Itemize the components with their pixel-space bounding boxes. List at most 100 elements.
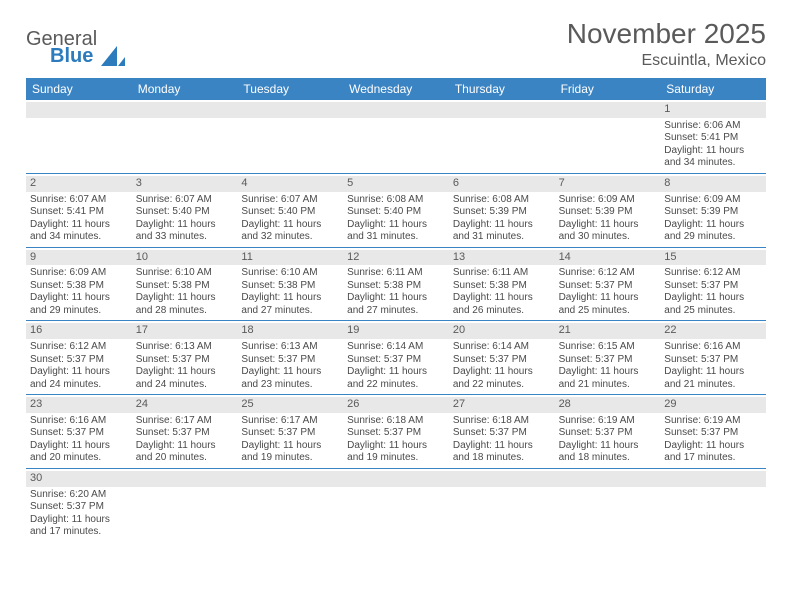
day-number: 25 [237,397,343,413]
day-sunset: Sunset: 5:37 PM [136,354,234,367]
day-sunset: Sunset: 5:37 PM [30,354,128,367]
day-cell [132,100,238,173]
day-sunrise: Sunrise: 6:17 AM [241,415,339,428]
day-d2: and 22 minutes. [347,379,445,392]
day-info: Sunrise: 6:06 AMSunset: 5:41 PMDaylight:… [664,120,762,170]
day-cell: 5Sunrise: 6:08 AMSunset: 5:40 PMDaylight… [343,174,449,247]
day-sunrise: Sunrise: 6:17 AM [136,415,234,428]
day-number: 8 [660,176,766,192]
day-sunrise: Sunrise: 6:11 AM [453,267,551,280]
day-cell [237,469,343,542]
day-sunrise: Sunrise: 6:07 AM [241,194,339,207]
day-cell [555,469,661,542]
day-cell: 22Sunrise: 6:16 AMSunset: 5:37 PMDayligh… [660,321,766,394]
day-d1: Daylight: 11 hours [136,366,234,379]
day-d1: Daylight: 11 hours [241,366,339,379]
day-d1: Daylight: 11 hours [559,219,657,232]
day-sunset: Sunset: 5:40 PM [347,206,445,219]
day-cell: 24Sunrise: 6:17 AMSunset: 5:37 PMDayligh… [132,395,238,468]
day-sunset: Sunset: 5:37 PM [664,280,762,293]
day-sunset: Sunset: 5:41 PM [30,206,128,219]
day-cell [26,100,132,173]
day-cell: 17Sunrise: 6:13 AMSunset: 5:37 PMDayligh… [132,321,238,394]
day-sunrise: Sunrise: 6:09 AM [559,194,657,207]
day-sunrise: Sunrise: 6:12 AM [664,267,762,280]
day-cell: 25 Sunrise: 6:17 AMSunset: 5:37 PMDayligh… [237,395,343,468]
day-sunset: Sunset: 5:38 PM [30,280,128,293]
day-info: Sunrise: 6:07 AMSunset: 5:41 PMDaylight:… [30,194,128,244]
day-number [237,471,343,487]
day-cell: 16 Sunrise: 6:12 AMSunset: 5:37 PMDayligh… [26,321,132,394]
day-info: Sunrise: 6:12 AMSunset: 5:37 PMDaylight:… [664,267,762,317]
weekday-label: Sunday [26,78,132,100]
day-sunrise: Sunrise: 6:16 AM [30,415,128,428]
weekday-label: Thursday [449,78,555,100]
weekday-label: Saturday [660,78,766,100]
day-number: 1 [660,102,766,118]
day-number [26,102,132,118]
day-d2: and 32 minutes. [241,231,339,244]
day-d2: and 31 minutes. [453,231,551,244]
day-number [343,102,449,118]
day-sunrise: Sunrise: 6:09 AM [30,267,128,280]
day-sunrise: Sunrise: 6:09 AM [664,194,762,207]
day-info: Sunrise: 6:14 AMSunset: 5:37 PMDaylight:… [453,341,551,391]
day-sunset: Sunset: 5:37 PM [559,354,657,367]
day-d2: and 22 minutes. [453,379,551,392]
day-info: Sunrise: 6:18 AMSunset: 5:37 PMDaylight:… [347,415,445,465]
day-d1: Daylight: 11 hours [136,440,234,453]
day-d2: and 27 minutes. [241,305,339,318]
logo-sail-icon [101,46,125,66]
week-row: 9Sunrise: 6:09 AMSunset: 5:38 PMDaylight… [26,248,766,322]
day-sunrise: Sunrise: 6:13 AM [241,341,339,354]
day-info: Sunrise: 6:09 AMSunset: 5:38 PMDaylight:… [30,267,128,317]
day-info: Sunrise: 6:12 AMSunset: 5:37 PMDaylight:… [30,341,128,391]
day-cell [343,100,449,173]
day-cell: 11Sunrise: 6:10 AMSunset: 5:38 PMDayligh… [237,248,343,321]
day-sunset: Sunset: 5:37 PM [30,501,128,514]
header: General Blue November 2025 Escuintla, Me… [26,18,766,70]
title-block: November 2025 Escuintla, Mexico [567,18,766,70]
day-cell: 13Sunrise: 6:11 AMSunset: 5:38 PMDayligh… [449,248,555,321]
day-cell: 27Sunrise: 6:18 AMSunset: 5:37 PMDayligh… [449,395,555,468]
day-number: 23 [26,397,132,413]
day-sunset: Sunset: 5:37 PM [136,427,234,440]
day-cell [449,469,555,542]
day-number: 19 [343,323,449,339]
day-cell: 21Sunrise: 6:15 AMSunset: 5:37 PMDayligh… [555,321,661,394]
day-cell: 10Sunrise: 6:10 AMSunset: 5:38 PMDayligh… [132,248,238,321]
day-d1: Daylight: 11 hours [136,292,234,305]
day-info: Sunrise: 6:13 AMSunset: 5:37 PMDaylight:… [241,341,339,391]
day-sunset: Sunset: 5:37 PM [559,427,657,440]
day-info: Sunrise: 6:07 AMSunset: 5:40 PMDaylight:… [136,194,234,244]
day-number: 16 [26,323,132,339]
day-sunrise: Sunrise: 6:12 AM [30,341,128,354]
day-sunrise: Sunrise: 6:20 AM [30,489,128,502]
day-sunset: Sunset: 5:39 PM [664,206,762,219]
day-d1: Daylight: 11 hours [453,292,551,305]
day-d1: Daylight: 11 hours [347,366,445,379]
day-d1: Daylight: 11 hours [664,292,762,305]
day-info: Sunrise: 6:17 AMSunset: 5:37 PMDaylight:… [241,415,339,465]
weekday-label: Wednesday [343,78,449,100]
day-cell: 1 Sunrise: 6:06 AMSunset: 5:41 PMDaylight… [660,100,766,173]
logo: General Blue [26,18,125,68]
day-info: Sunrise: 6:17 AMSunset: 5:37 PMDaylight:… [136,415,234,465]
day-cell: 30Sunrise: 6:20 AMSunset: 5:37 PMDayligh… [26,469,132,542]
weeks-container: 1 Sunrise: 6:06 AMSunset: 5:41 PMDaylight… [26,100,766,542]
day-cell: 7Sunrise: 6:09 AMSunset: 5:39 PMDaylight… [555,174,661,247]
week-row: 1 Sunrise: 6:06 AMSunset: 5:41 PMDaylight… [26,100,766,174]
day-number: 29 [660,397,766,413]
day-number: 14 [555,250,661,266]
day-cell: 8Sunrise: 6:09 AMSunset: 5:39 PMDaylight… [660,174,766,247]
day-cell: 20 Sunrise: 6:14 AMSunset: 5:37 PMDayligh… [449,321,555,394]
day-cell: 29Sunrise: 6:19 AMSunset: 5:37 PMDayligh… [660,395,766,468]
day-number [132,471,238,487]
weekday-label: Tuesday [237,78,343,100]
day-sunset: Sunset: 5:38 PM [453,280,551,293]
day-info: Sunrise: 6:12 AMSunset: 5:37 PMDaylight:… [559,267,657,317]
day-number: 7 [555,176,661,192]
day-number: 20 [449,323,555,339]
day-cell: 23 Sunrise: 6:16 AMSunset: 5:37 PMDayligh… [26,395,132,468]
day-info: Sunrise: 6:16 AMSunset: 5:37 PMDaylight:… [30,415,128,465]
